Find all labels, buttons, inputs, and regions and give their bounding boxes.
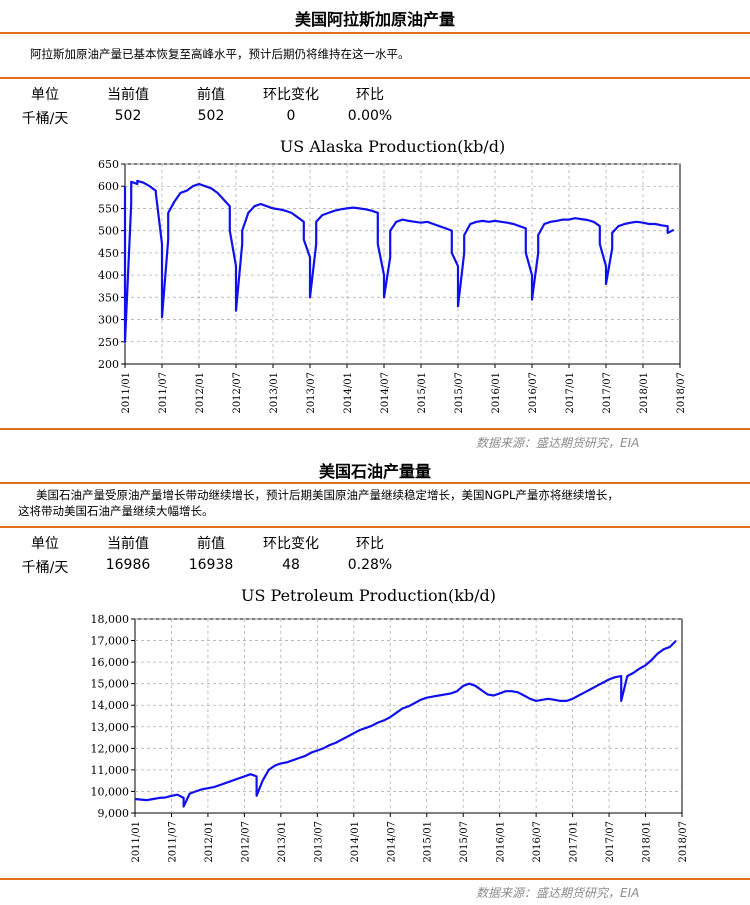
stats-value-pct: 0.28% (347, 557, 393, 573)
stats-header-unit: 单位 (31, 536, 59, 552)
stats-header-current: 当前值 (107, 536, 149, 552)
stats-value-previous: 502 (197, 108, 225, 124)
x-tick-label: 2014/01 (350, 821, 361, 863)
alaska-production-chart: US Alaska Production(kb/d) 200 250 300 350 40… (98, 137, 687, 414)
stats-value-previous: 16938 (188, 557, 234, 573)
y-tick-label: 500 (98, 225, 119, 238)
x-tick-label: 2018/01 (639, 372, 650, 414)
x-tick-label: 2013/07 (306, 372, 317, 414)
stats-header-change: 环比变化 (263, 536, 319, 552)
y-tick-label: 13,000 (91, 721, 130, 734)
x-tick-label: 2011/07 (167, 821, 178, 863)
x-tick-label: 2011/01 (121, 372, 132, 414)
section1-top-rule (0, 32, 750, 34)
x-tick-label: 2011/07 (158, 372, 169, 414)
y-tick-label: 15,000 (91, 678, 130, 691)
x-tick-label: 2013/07 (313, 821, 324, 863)
x-tick-label: 2018/07 (676, 372, 687, 414)
section2-top-rule (0, 482, 750, 484)
y-tick-label: 200 (98, 358, 119, 371)
x-tick-label: 2015/01 (423, 821, 434, 863)
section2-stats-value-row: 千桶/天 16986 16938 48 0.28% (0, 557, 420, 577)
y-tick-label: 18,000 (91, 613, 130, 626)
plot-area (124, 163, 681, 365)
y-tick-label: 650 (98, 158, 119, 171)
stats-header-previous: 前值 (197, 536, 225, 552)
section1-source: 数据来源：盛达期货研究，EIA (476, 436, 640, 450)
alaska-series-line (123, 179, 675, 343)
x-tick-label: 2017/07 (602, 372, 613, 414)
section1-mid-rule (0, 77, 750, 79)
x-tick-label: 2012/07 (232, 372, 243, 414)
section2-description: 美国石油产量受原油产量增长带动继续增长，预计后期美国原油产量继续稳定增长，美国N… (18, 487, 619, 519)
chart-title: US Alaska Production(kb/d) (280, 137, 505, 156)
y-tick-label: 9,000 (98, 807, 130, 820)
y-tick-label: 450 (98, 247, 119, 260)
x-tick-label: 2018/07 (678, 821, 689, 863)
y-tick-label: 16,000 (91, 656, 130, 669)
y-tick-label: 600 (98, 180, 119, 193)
x-tick-label: 2014/07 (386, 821, 397, 863)
y-tick-label: 350 (98, 291, 119, 304)
x-tick-label: 2015/07 (454, 372, 465, 414)
stats-value-change: 0 (286, 108, 296, 124)
stats-value-current: 16986 (105, 557, 151, 573)
x-tick-label: 2012/01 (204, 821, 215, 863)
stats-header-pct: 环比 (356, 87, 384, 103)
section2-title: 美国石油产量量 (318, 462, 431, 481)
stats-value-pct: 0.00% (347, 108, 393, 124)
y-tick-label: 14,000 (91, 699, 130, 712)
stats-value-current: 502 (114, 108, 142, 124)
x-tick-label: 2016/07 (528, 372, 539, 414)
stats-value-change: 48 (282, 557, 300, 573)
y-tick-label: 12,000 (91, 742, 130, 755)
y-tick-label: 250 (98, 336, 119, 349)
x-tick-label: 2018/01 (642, 821, 653, 863)
y-tick-label: 10,000 (91, 785, 130, 798)
stats-header-pct: 环比 (356, 536, 384, 552)
stats-header-change: 环比变化 (263, 87, 319, 103)
x-tick-label: 2016/07 (532, 821, 543, 863)
y-tick-label: 11,000 (91, 764, 130, 777)
x-tick-label: 2012/07 (240, 821, 251, 863)
section1-stats-header-row: 单位 当前值 前值 环比变化 环比 (0, 84, 420, 104)
y-tick-label: 17,000 (91, 635, 130, 648)
section2-bottom-rule (0, 878, 750, 880)
stats-header-current: 当前值 (107, 87, 149, 103)
section1-description: 阿拉斯加原油产量已基本恢复至高峰水平，预计后期仍将维持在这一水平。 (30, 47, 410, 61)
x-tick-label: 2015/07 (459, 821, 470, 863)
chart-title: US Petroleum Production(kb/d) (241, 586, 496, 605)
x-tick-label: 2011/01 (131, 821, 142, 863)
y-tick-label: 550 (98, 202, 119, 215)
plot-area (134, 618, 683, 814)
petroleum-series-line (134, 640, 677, 808)
stats-header-previous: 前值 (197, 87, 225, 103)
x-tick-label: 2012/01 (195, 372, 206, 414)
y-tick-label: 300 (98, 314, 119, 327)
section2-description-line2: 这将带动美国石油产量继续大幅增长。 (18, 504, 214, 518)
stats-header-unit: 单位 (31, 87, 59, 103)
x-tick-label: 2016/01 (496, 821, 507, 863)
section1-title: 美国阿拉斯加原油产量 (294, 10, 455, 29)
x-tick-label: 2013/01 (269, 372, 280, 414)
x-tick-label: 2015/01 (417, 372, 428, 414)
x-tick-label: 2014/01 (343, 372, 354, 414)
section2-stats-header-row: 单位 当前值 前值 环比变化 环比 (0, 533, 420, 553)
stats-value-unit: 千桶/天 (21, 560, 69, 576)
x-tick-label: 2014/07 (380, 372, 391, 414)
section2-mid-rule (0, 526, 750, 528)
section2-source: 数据来源：盛达期货研究，EIA (476, 886, 640, 900)
x-tick-label: 2017/01 (569, 821, 580, 863)
x-tick-label: 2017/01 (565, 372, 576, 414)
x-tick-label: 2013/01 (277, 821, 288, 863)
section1-stats-value-row: 千桶/天 502 502 0 0.00% (0, 108, 420, 128)
stats-value-unit: 千桶/天 (21, 111, 69, 127)
petroleum-production-chart: US Petroleum Production(kb/d) 9,000 10,000… (91, 586, 690, 863)
x-tick-label: 2017/07 (605, 821, 616, 863)
section1-bottom-rule (0, 428, 750, 430)
y-tick-label: 400 (98, 269, 119, 282)
x-tick-label: 2016/01 (491, 372, 502, 414)
section2-description-line1: 美国石油产量受原油产量增长带动继续增长，预计后期美国原油产量继续稳定增长，美国N… (36, 488, 619, 502)
